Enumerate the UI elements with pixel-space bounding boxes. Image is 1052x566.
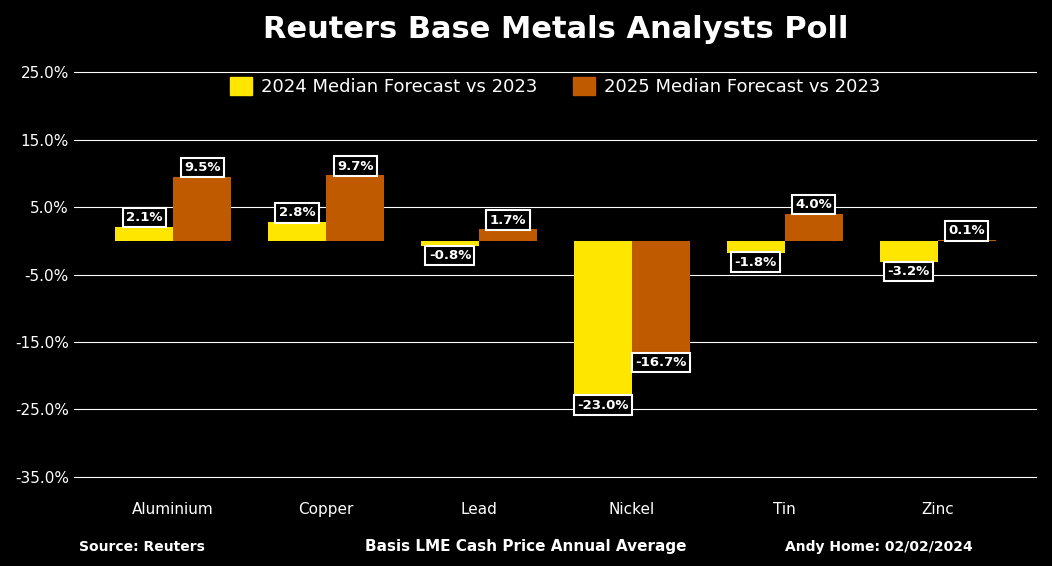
Text: -16.7%: -16.7% xyxy=(635,356,687,369)
Bar xyxy=(115,226,174,241)
Text: -0.8%: -0.8% xyxy=(429,249,471,262)
Text: -23.0%: -23.0% xyxy=(578,398,629,411)
Text: 2.1%: 2.1% xyxy=(126,211,162,224)
Bar xyxy=(326,175,384,241)
Bar xyxy=(268,222,326,241)
Bar xyxy=(632,241,690,354)
Text: Source: Reuters: Source: Reuters xyxy=(79,539,205,554)
Bar xyxy=(573,241,632,396)
Text: Andy Home: 02/02/2024: Andy Home: 02/02/2024 xyxy=(786,539,973,554)
Text: 9.7%: 9.7% xyxy=(337,160,373,173)
Legend: 2024 Median Forecast vs 2023, 2025 Median Forecast vs 2023: 2024 Median Forecast vs 2023, 2025 Media… xyxy=(221,67,890,105)
Text: 0.1%: 0.1% xyxy=(948,225,985,237)
Text: 4.0%: 4.0% xyxy=(795,198,832,211)
Text: 2.8%: 2.8% xyxy=(279,206,316,219)
Bar xyxy=(727,241,785,253)
Title: Reuters Base Metals Analysts Poll: Reuters Base Metals Analysts Poll xyxy=(263,15,848,44)
Bar xyxy=(479,229,538,241)
Bar xyxy=(879,241,937,263)
Text: -3.2%: -3.2% xyxy=(888,265,930,278)
Bar xyxy=(174,177,231,241)
Text: 1.7%: 1.7% xyxy=(490,213,526,226)
Bar xyxy=(785,214,843,241)
Bar xyxy=(421,241,479,246)
Text: 9.5%: 9.5% xyxy=(184,161,221,174)
Text: -1.8%: -1.8% xyxy=(734,256,776,269)
Text: Basis LME Cash Price Annual Average: Basis LME Cash Price Annual Average xyxy=(365,538,687,554)
Bar xyxy=(937,240,996,241)
